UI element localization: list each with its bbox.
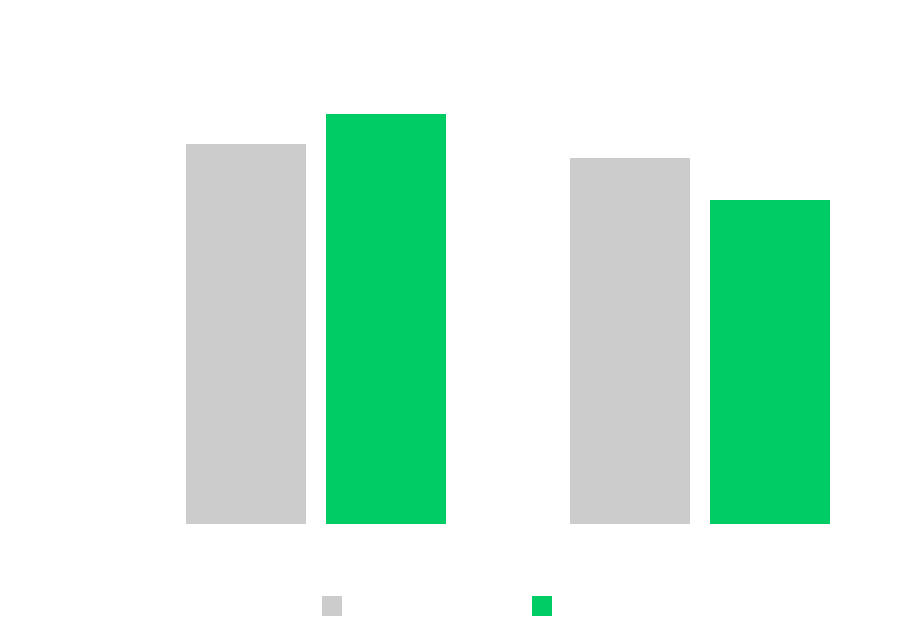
legend-item-series-2 bbox=[532, 596, 560, 616]
bar-series-2-category-1 bbox=[326, 114, 446, 524]
legend-swatch-series-2 bbox=[532, 596, 552, 616]
legend-swatch-series-1 bbox=[322, 596, 342, 616]
chart-legend bbox=[0, 596, 922, 616]
bar-series-1-category-1 bbox=[186, 144, 306, 524]
bar-series-2-category-2 bbox=[710, 200, 830, 524]
legend-item-series-1 bbox=[322, 596, 350, 616]
bar-series-1-category-2 bbox=[570, 158, 690, 524]
bar-chart bbox=[186, 114, 830, 524]
